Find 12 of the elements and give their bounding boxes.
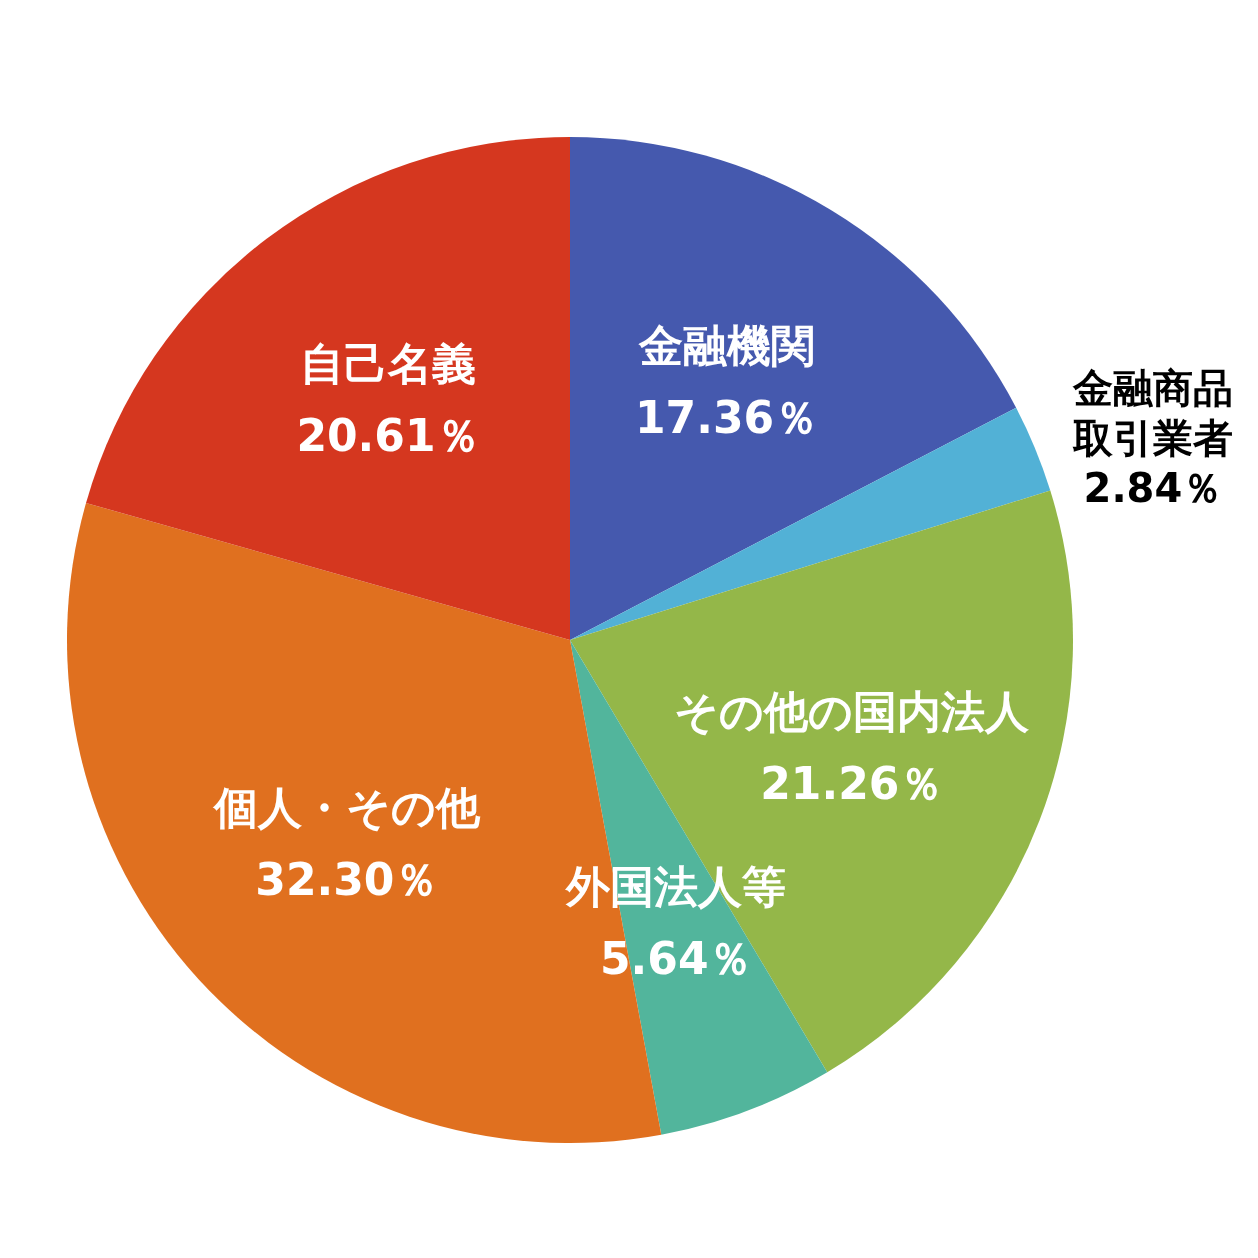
data-label: 21.26％ — [760, 758, 944, 810]
slice-label: 金融商品取引業者 — [1071, 365, 1233, 462]
slice-label: 金融機関 — [637, 320, 815, 372]
data-label: 20.61％ — [296, 409, 480, 461]
pie-slice — [86, 137, 570, 640]
slice-label: 個人・その他 — [211, 781, 481, 833]
data-label: 17.36％ — [634, 392, 819, 444]
slice-label: その他の国内法人 — [674, 686, 1030, 738]
pie-slice — [570, 137, 1017, 640]
slice-label: 自己名義 — [299, 337, 476, 389]
data-label: 32.30％ — [255, 853, 439, 905]
data-label: 2.84％ — [1083, 465, 1223, 512]
